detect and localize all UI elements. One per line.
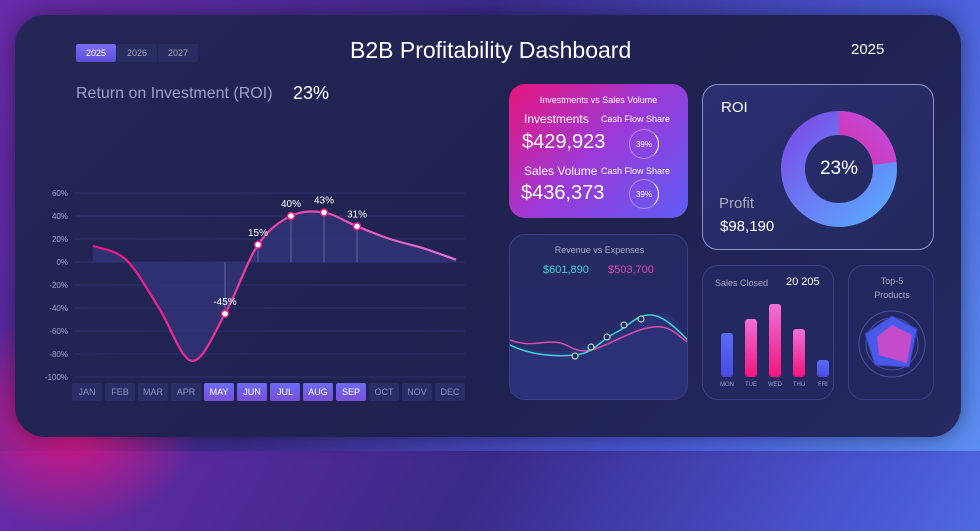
- sales-bar-fri: [817, 360, 829, 377]
- top-products-card: Top-5 Products: [848, 265, 934, 400]
- month-button-dec[interactable]: DEC: [435, 383, 465, 401]
- revenue-expenses-chart: [510, 314, 687, 399]
- month-button-mar[interactable]: MAR: [138, 383, 168, 401]
- data-label: 43%: [314, 196, 334, 207]
- y-tick-label: -20%: [49, 281, 68, 290]
- data-point[interactable]: [319, 208, 329, 217]
- sales-bar-mon: [721, 333, 733, 377]
- roi-area: [93, 211, 456, 361]
- y-tick-label: 60%: [52, 189, 68, 198]
- month-button-jul[interactable]: JUL: [270, 383, 300, 401]
- expenses-value: $503,700: [608, 264, 654, 276]
- inv-share-ring: 39%: [629, 129, 659, 159]
- day-label: FRI: [818, 382, 828, 388]
- y-tick-label: -80%: [49, 350, 68, 359]
- month-button-aug[interactable]: AUG: [303, 383, 333, 401]
- sales-closed-label: Sales Closed: [715, 278, 769, 288]
- top-products-radar-chart: [858, 310, 926, 378]
- data-point[interactable]: [352, 222, 362, 231]
- data-label: 15%: [248, 228, 268, 239]
- month-button-jan[interactable]: JAN: [72, 383, 102, 401]
- month-button-may[interactable]: MAY: [204, 383, 234, 401]
- investments-value: $429,923: [522, 131, 606, 153]
- page-title: B2B Profitability Dashboard: [350, 37, 632, 63]
- day-label: TUE: [745, 382, 757, 388]
- month-button-nov[interactable]: NOV: [402, 383, 432, 401]
- sales-share-ring: 39%: [629, 179, 659, 209]
- sales-bar-tue: [745, 319, 757, 377]
- sales-closed-card: Sales Closed 20 205 MON TUE WED THU FRI: [702, 265, 834, 400]
- revenue-expenses-card: Revenue vs Expenses $601,890 $503,700: [509, 234, 688, 400]
- roi-value: 23%: [293, 83, 330, 103]
- data-label: -45%: [213, 297, 236, 308]
- profit-value: $98,190: [720, 218, 775, 235]
- roi-card: ROI Profit $98,190 23%: [702, 84, 934, 250]
- roi-label: Return on Investment (ROI): [76, 85, 273, 102]
- month-button-apr[interactable]: APR: [171, 383, 201, 401]
- top-products-title-1: Top-5: [880, 276, 904, 286]
- roi-line: [92, 210, 457, 362]
- top-products-title-2: Products: [874, 290, 910, 300]
- roi-donut-chart: [781, 111, 897, 227]
- profit-label: Profit: [719, 195, 755, 212]
- y-tick-label: 40%: [52, 212, 68, 221]
- y-tick-label: -100%: [45, 373, 68, 382]
- y-tick-label: -40%: [49, 304, 68, 313]
- donut-center-value: 23%: [819, 158, 859, 179]
- roi-card-label: ROI: [721, 99, 748, 116]
- revenue-card-title: Revenue vs Expenses: [554, 245, 645, 255]
- day-label: WED: [768, 382, 782, 388]
- revenue-value: $601,890: [543, 264, 589, 276]
- sales-volume-value: $436,373: [521, 182, 605, 204]
- selected-year: 2025: [851, 41, 885, 58]
- investments-card-title: Investments vs Sales Volume: [539, 95, 658, 105]
- year-tab-2025[interactable]: 2025: [76, 44, 116, 62]
- revenue-line: [510, 314, 687, 357]
- day-label: MON: [720, 382, 734, 388]
- data-point[interactable]: [220, 309, 230, 318]
- expenses-line: [510, 325, 687, 352]
- y-tick-label: 0%: [56, 258, 68, 267]
- data-label: 31%: [347, 209, 367, 220]
- data-label: 40%: [281, 199, 301, 210]
- year-tab-2027[interactable]: 2027: [158, 44, 198, 62]
- sales-bar-wed: [769, 304, 781, 377]
- year-tab-2026[interactable]: 2026: [117, 44, 157, 62]
- data-point[interactable]: [286, 211, 296, 221]
- day-label: THU: [792, 382, 806, 388]
- sales-volume-label: Sales Volume: [524, 164, 598, 178]
- y-tick-label: -60%: [49, 327, 68, 336]
- y-tick-label: 20%: [52, 235, 68, 244]
- inv-share-label: Cash Flow Share: [601, 114, 671, 124]
- month-button-sep[interactable]: SEP: [336, 383, 366, 401]
- sales-bar-thu: [793, 329, 805, 377]
- investments-label: Investments: [524, 112, 589, 126]
- month-button-feb[interactable]: FEB: [105, 383, 135, 401]
- sales-closed-value: 20 205: [786, 276, 820, 288]
- month-button-jun[interactable]: JUN: [237, 383, 267, 401]
- sales-share-label: Cash Flow Share: [601, 166, 671, 176]
- investments-card: Investments vs Sales Volume Investments …: [509, 84, 688, 218]
- donut-roi-segment: [781, 111, 897, 227]
- roi-line-chart: 60% 40% 20% 0% -20% -40% -60% -80% -100% -45% 15% 4…: [45, 189, 465, 382]
- data-point[interactable]: [253, 240, 263, 249]
- month-button-oct[interactable]: OCT: [369, 383, 399, 401]
